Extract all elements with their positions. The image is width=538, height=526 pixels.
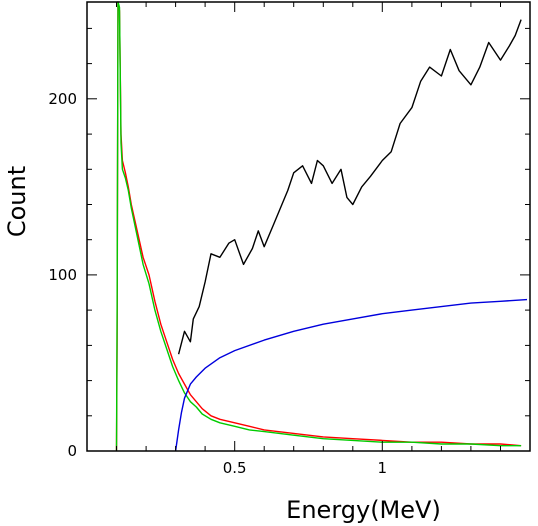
series-line-1 (177, 19, 522, 355)
plot-frame (86, 1, 531, 452)
y-tick-label: 200 (48, 90, 77, 108)
x-axis-label: Energy(MeV) (286, 496, 441, 524)
series-line-3 (115, 1, 522, 452)
series-line-2 (115, 1, 522, 452)
y-axis-label: Count (3, 166, 31, 237)
series-layer (115, 1, 528, 452)
y-tick-label: 100 (48, 266, 77, 284)
x-tick-label: 0.5 (223, 459, 247, 477)
x-tick-label: 1 (378, 459, 388, 477)
y-tick-label: 0 (67, 442, 77, 460)
series-line-4 (174, 298, 528, 452)
tick-layer: 0.5 1 0 100 200 (48, 2, 530, 477)
